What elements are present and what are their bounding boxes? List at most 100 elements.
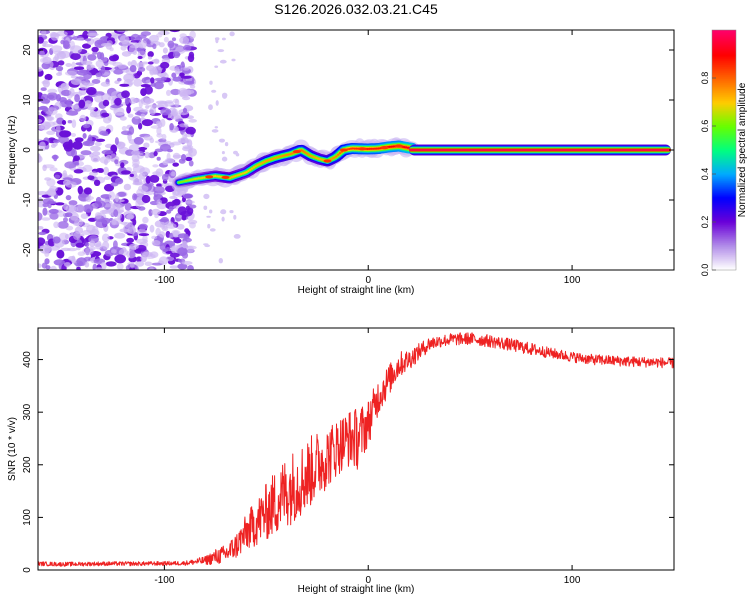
colorbar-swatch	[712, 158, 736, 161]
noise-speckle	[114, 137, 119, 146]
noise-speckle	[70, 52, 81, 61]
noise-speckle	[172, 230, 180, 238]
ridge-segment	[186, 179, 189, 182]
noise-speckle	[184, 228, 190, 233]
noise-speckle	[132, 159, 140, 167]
noise-speckle	[179, 123, 189, 128]
noise-speckle	[188, 160, 194, 167]
noise-speckle	[182, 132, 188, 140]
noise-speckle	[64, 161, 77, 169]
ridge-segment	[199, 177, 202, 180]
ridge-segment	[177, 181, 180, 184]
noise-speckle	[156, 156, 161, 161]
noise-speckle	[119, 35, 130, 45]
colorbar-swatch	[712, 170, 736, 173]
ridge-segment	[271, 157, 274, 161]
noise-speckle	[108, 55, 119, 62]
noise-speckle	[100, 81, 111, 87]
ridge-segment	[265, 159, 268, 162]
noise-speckle	[89, 240, 96, 248]
noise-speckle	[148, 34, 160, 43]
noise-speckle	[63, 40, 70, 49]
ridge-segment	[250, 167, 254, 170]
colorbar-swatch	[712, 112, 736, 115]
noise-speckle	[149, 174, 160, 183]
colorbar-swatch	[712, 262, 736, 265]
noise-speckle	[138, 67, 146, 72]
noise-speckle	[203, 243, 209, 246]
noise-speckle	[209, 80, 213, 85]
noise-speckle	[224, 142, 229, 147]
colorbar-tick-label: 0.2	[700, 216, 710, 229]
noise-speckle	[94, 94, 104, 103]
colorbar-swatch	[712, 194, 736, 197]
ridge-segment	[247, 169, 250, 172]
noise-speckle	[156, 133, 163, 138]
noise-speckle	[179, 72, 185, 77]
colorbar: 0.0 0.2 0.4 0.6 0.8 Normalized spectral ampl…	[700, 29, 748, 276]
noise-speckle	[56, 125, 61, 133]
noise-speckle	[39, 50, 45, 58]
ridge-segment	[287, 153, 290, 156]
noise-speckle	[154, 220, 165, 228]
noise-speckle	[42, 107, 49, 112]
noise-speckle	[211, 89, 217, 93]
noise-speckle	[178, 158, 186, 164]
ridge-hotspot	[292, 150, 301, 154]
noise-speckle	[153, 58, 160, 64]
noise-speckle	[151, 208, 161, 216]
ridge-segment	[318, 158, 322, 161]
ridge-segment	[403, 146, 406, 149]
ridge-segment	[368, 147, 371, 150]
colorbar-swatch	[712, 238, 736, 241]
ridge-segment	[192, 178, 195, 181]
noise-speckle	[209, 228, 216, 232]
noise-speckle	[65, 70, 77, 76]
ridge-segment	[236, 174, 239, 177]
colorbar-swatch	[712, 30, 736, 33]
noise-speckle	[221, 156, 228, 162]
noise-speckle	[82, 141, 91, 146]
noise-speckle	[229, 210, 234, 214]
colorbar-swatch	[712, 226, 736, 229]
noise-speckle	[140, 97, 151, 104]
noise-speckle	[160, 61, 170, 69]
colorbar-swatch	[712, 98, 736, 101]
colorbar-swatch	[712, 132, 736, 135]
x-tick-label: 100	[564, 275, 581, 286]
noise-speckle	[203, 205, 208, 210]
noise-speckle	[110, 153, 117, 162]
ridge-segment	[329, 158, 333, 161]
noise-speckle	[185, 126, 196, 135]
noise-speckle	[103, 61, 109, 66]
noise-speckle	[116, 191, 127, 197]
noise-speckle	[127, 61, 132, 66]
noise-speckle	[140, 84, 151, 88]
ridge-segment	[300, 149, 303, 152]
colorbar-swatch	[712, 200, 736, 203]
colorbar-swatch	[712, 178, 736, 181]
noise-speckle	[182, 96, 191, 101]
noise-speckle	[121, 51, 132, 57]
noise-speckle	[173, 98, 179, 104]
noise-speckle	[65, 63, 72, 67]
noise-speckle	[68, 200, 78, 206]
noise-speckle	[141, 119, 153, 127]
noise-speckle	[133, 136, 144, 145]
noise-speckle	[123, 73, 135, 83]
noise-speckle	[84, 38, 92, 42]
noise-speckle	[156, 100, 168, 105]
colorbar-swatch	[712, 60, 736, 63]
noise-speckle	[56, 51, 67, 60]
noise-speckle	[118, 248, 129, 256]
ridge-segment	[348, 147, 351, 151]
noise-speckle	[105, 42, 112, 50]
noise-speckle	[156, 199, 162, 206]
colorbar-swatch	[712, 64, 736, 67]
colorbar-swatch	[712, 176, 736, 179]
noise-speckle	[47, 88, 58, 94]
colorbar-swatch	[712, 192, 736, 195]
colorbar-axis: 0.0 0.2 0.4 0.6 0.8	[700, 72, 716, 276]
noise-speckle	[90, 155, 101, 163]
colorbar-label: Normalized spectral amplitude	[737, 82, 748, 217]
